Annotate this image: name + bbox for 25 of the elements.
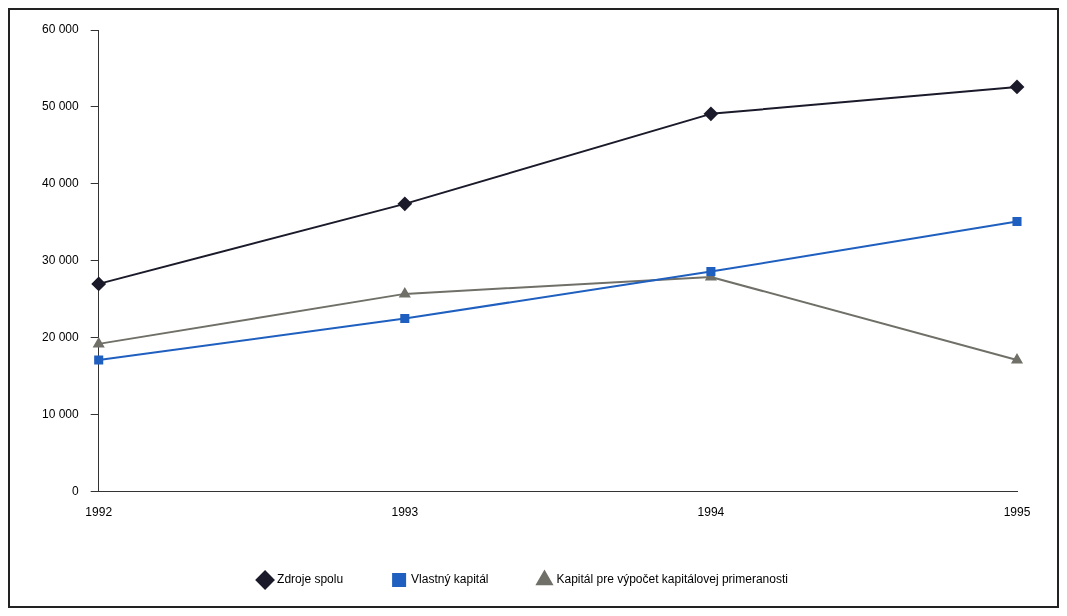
y-tick-label: 30 000 (42, 253, 80, 268)
y-tick-label: 20 000 (42, 330, 80, 345)
legend-label: Vlastný kapitál (411, 572, 489, 587)
x-tick-label: 1993 (391, 505, 419, 520)
legend-label: Kapitál pre výpočet kapitálovej primeranosti (556, 572, 788, 587)
point (94, 355, 104, 365)
y-tick-label: 0 (72, 483, 80, 498)
y-tick-label: 60 000 (42, 22, 80, 37)
point (93, 337, 105, 348)
point (1010, 79, 1024, 94)
point (706, 267, 716, 277)
point (703, 106, 718, 121)
point (91, 276, 106, 291)
point (397, 196, 412, 211)
point (399, 287, 411, 298)
point (1012, 217, 1022, 227)
point (400, 313, 410, 324)
x-tick-label: 1995 (1003, 505, 1031, 520)
x-tick-label: 1994 (697, 505, 725, 520)
y-tick-label: 50 000 (42, 99, 80, 114)
y-tick-label: 40 000 (42, 176, 80, 191)
x-tick-label: 1992 (85, 505, 113, 520)
y-tick-label: 10 000 (42, 406, 80, 421)
point (1011, 354, 1023, 364)
legend-label: Zdroje spolu (277, 572, 344, 587)
